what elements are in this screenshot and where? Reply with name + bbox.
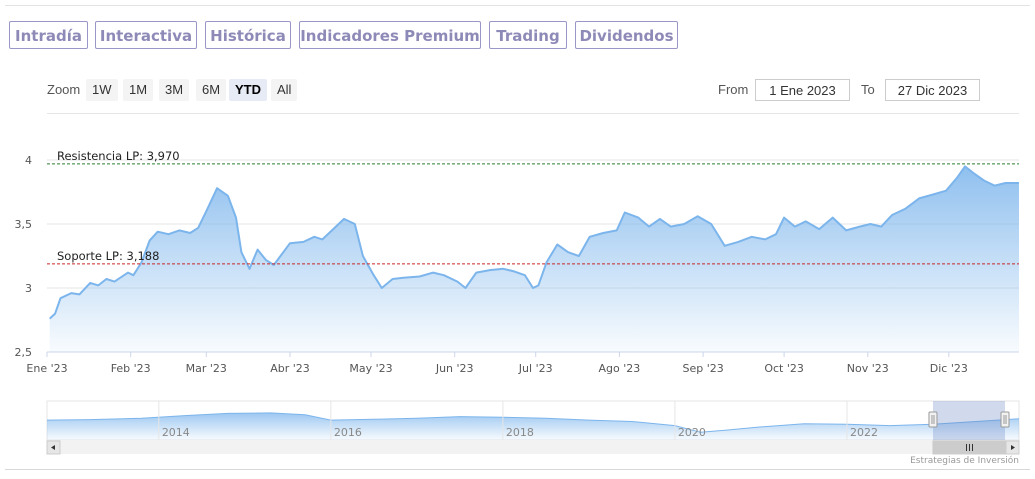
- x-tick-label: May '23: [349, 362, 392, 375]
- y-tick-label: 3: [25, 282, 32, 295]
- y-tick-label: 4: [25, 154, 32, 167]
- navigator-year-label: 2018: [506, 426, 534, 439]
- price-area: [49, 166, 1019, 352]
- chart-credits: Estrategias de Inversión: [910, 456, 1019, 466]
- navigator-year-label: 2020: [678, 426, 706, 439]
- x-tick-label: Jul '23: [518, 362, 553, 375]
- x-tick-label: Dic '23: [930, 362, 968, 375]
- scrollbar-track[interactable]: [47, 441, 1019, 454]
- x-tick-label: Abr '23: [270, 362, 310, 375]
- navigator-year-label: 2016: [334, 426, 362, 439]
- tab-indicadores-premium[interactable]: Indicadores Premium: [299, 21, 481, 49]
- support-label: Soporte LP: 3,188: [57, 249, 159, 263]
- x-tick-label: Oct '23: [764, 362, 804, 375]
- x-tick-label: Feb '23: [111, 362, 151, 375]
- zoom-ytd-button[interactable]: YTD: [229, 79, 267, 101]
- range-divider: [47, 113, 1019, 114]
- tab-dividendos[interactable]: Dividendos: [575, 21, 678, 49]
- x-tick-label: Mar '23: [186, 362, 227, 375]
- to-date-input[interactable]: [885, 79, 980, 101]
- zoom-all-button[interactable]: All: [271, 79, 298, 101]
- tab-interactiva[interactable]: Interactiva: [95, 21, 197, 49]
- zoom-1w-button[interactable]: 1W: [86, 79, 118, 101]
- bottom-divider: [5, 469, 1030, 470]
- to-label: To: [861, 82, 875, 97]
- from-label: From: [718, 82, 749, 97]
- tab-intradia[interactable]: Intradía: [9, 21, 88, 49]
- scroll-left-arrow-icon: [51, 445, 55, 450]
- navigator-right-handle[interactable]: [1000, 411, 1010, 428]
- navigator-selection[interactable]: [932, 401, 1005, 440]
- scroll-right-arrow-icon: [1011, 445, 1015, 450]
- navigator-year-label: 2014: [162, 426, 190, 439]
- x-tick-label: Ago '23: [599, 362, 641, 375]
- zoom-label: Zoom: [47, 82, 81, 97]
- price-line[interactable]: [49, 165, 1019, 320]
- resistance-label: Resistencia LP: 3,970: [57, 149, 180, 163]
- navigator-left-handle[interactable]: [928, 411, 938, 428]
- navigator-year-label: 2022: [850, 426, 878, 439]
- tab-historica[interactable]: Histórica: [205, 21, 291, 49]
- x-tick-label: Ene '23: [26, 362, 67, 375]
- x-tick-label: Nov '23: [847, 362, 889, 375]
- zoom-1m-button[interactable]: 1M: [123, 79, 154, 101]
- tab-trading[interactable]: Trading: [489, 21, 567, 49]
- top-divider: [5, 5, 1030, 6]
- zoom-3m-button[interactable]: 3M: [159, 79, 190, 101]
- y-tick-label: 3,5: [15, 218, 33, 231]
- zoom-6m-button[interactable]: 6M: [196, 79, 227, 101]
- navigator-area: [47, 412, 1019, 440]
- x-tick-label: Sep '23: [682, 362, 723, 375]
- y-tick-label: 2,5: [15, 346, 33, 359]
- x-tick-label: Jun '23: [435, 362, 474, 375]
- from-date-input[interactable]: [755, 79, 850, 101]
